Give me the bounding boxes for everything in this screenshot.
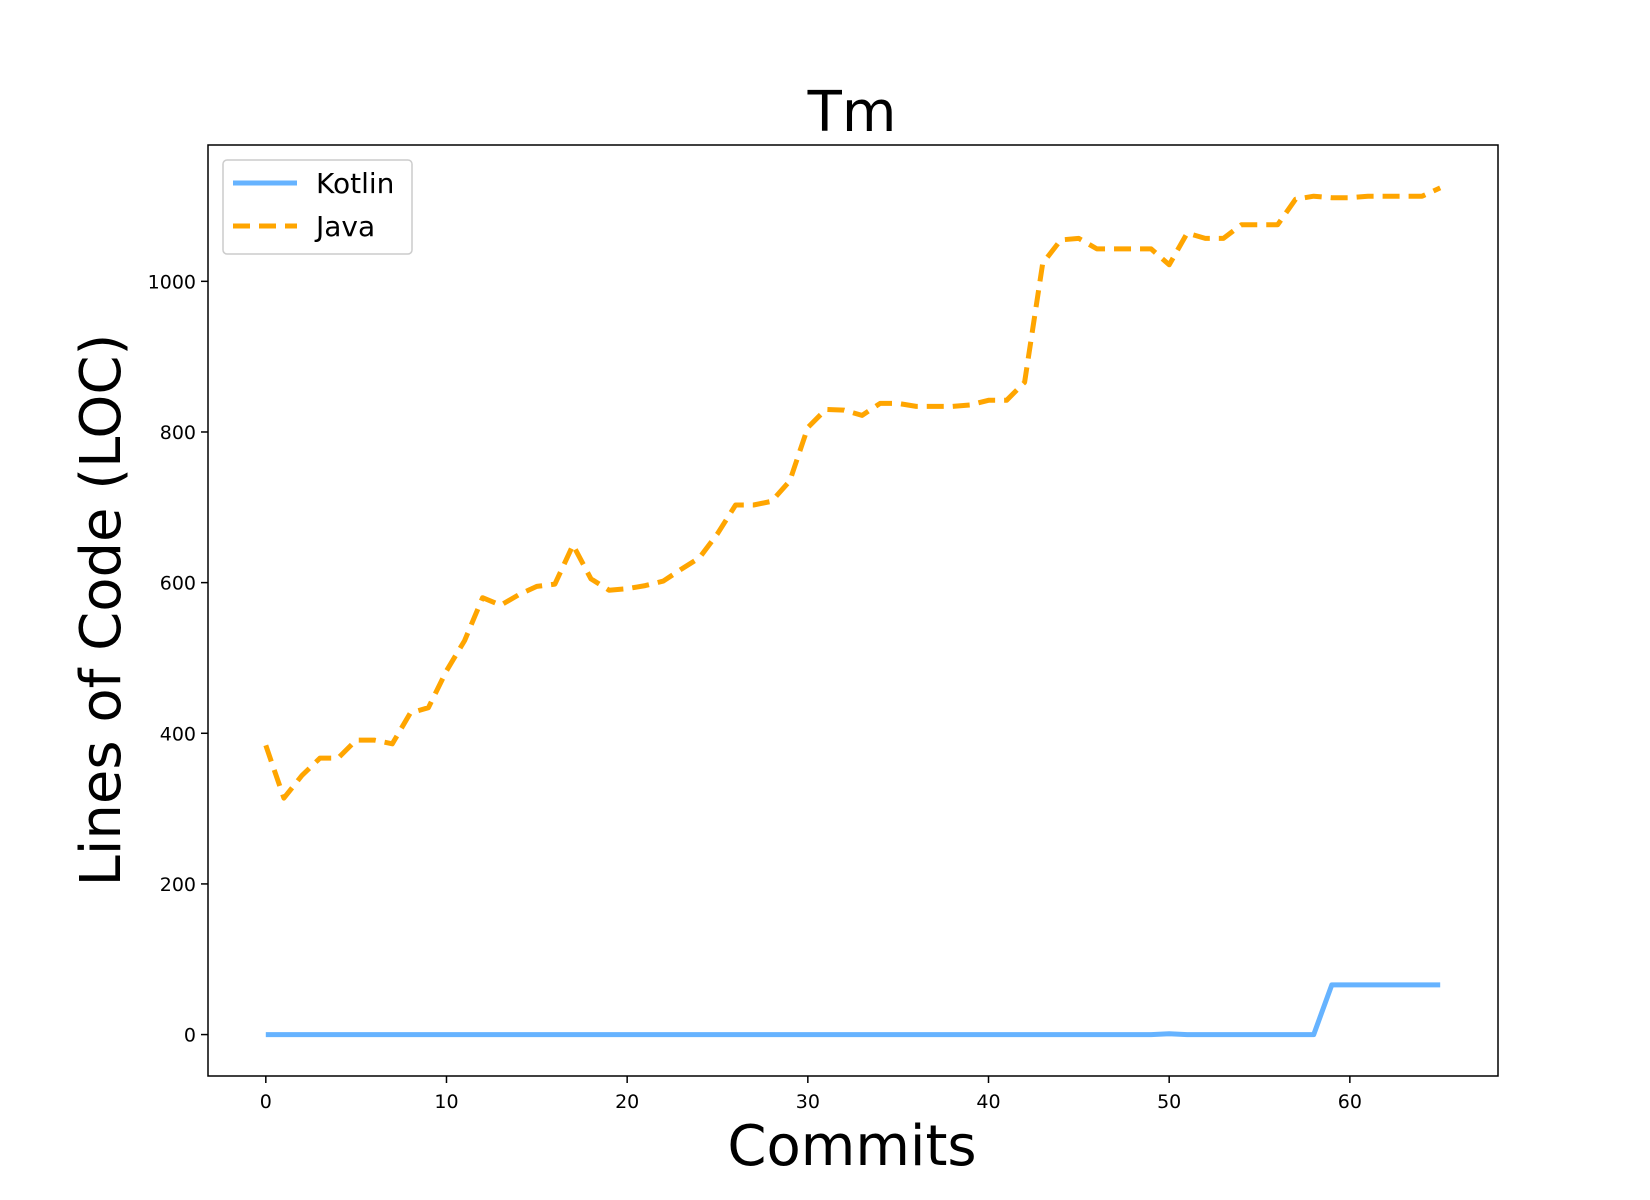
x-tick-label: 20 [615,1091,639,1113]
x-tick-label: 60 [1338,1091,1362,1113]
x-axis-ticks: 0 10 20 30 40 50 60 [260,1076,1362,1113]
y-tick-label: 800 [160,422,196,444]
chart-title: Tm [807,80,897,145]
y-tick-label: 400 [160,723,196,745]
x-tick-label: 10 [434,1091,458,1113]
legend-kotlin-label: Kotlin [316,167,394,200]
y-tick-label: 0 [184,1025,196,1047]
x-tick-label: 30 [796,1091,820,1113]
x-tick-label: 50 [1157,1091,1181,1113]
plot-frame [207,144,1499,1077]
legend-java-label: Java [314,210,375,243]
series-line-kotlin [265,982,1441,1038]
x-tick-label: 0 [260,1091,272,1113]
y-axis-title: Lines of Code (LOC) [69,334,134,887]
x-tick-label: 40 [976,1091,1000,1113]
plot-area [207,144,1499,1077]
legend: Kotlin Java [222,159,413,255]
series-layer [263,185,1442,1038]
y-tick-label: 600 [160,573,196,595]
y-axis-ticks: 0 200 400 600 800 1000 [148,271,208,1047]
y-tick-label: 1000 [148,271,196,293]
x-axis-title: Commits [727,1114,976,1179]
y-tick-label: 200 [160,874,196,896]
series-line-java [263,185,1442,801]
